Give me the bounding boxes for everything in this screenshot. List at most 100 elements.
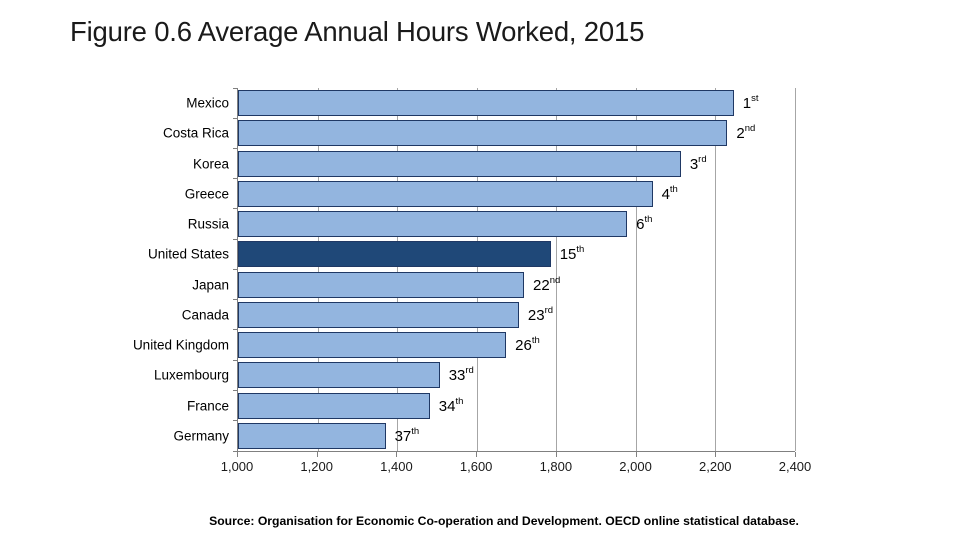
x-tick-label: 2,200: [699, 459, 732, 474]
rank-ordinal-suffix: nd: [744, 123, 756, 135]
chart-row: Greece 4th: [185, 179, 795, 209]
chart-row: Mexico 1st: [186, 88, 795, 118]
chart-row: Russia 6th: [188, 209, 795, 239]
rank-label: 3rd: [689, 153, 707, 173]
rank-label: 2nd: [736, 123, 756, 143]
chart-row: Germany 37th: [173, 421, 795, 451]
chart-row: Luxembourg 33rd: [154, 360, 795, 390]
rank-ordinal-suffix: th: [669, 183, 678, 195]
x-tick-label: 1,000: [220, 459, 254, 474]
y-axis-tick: [233, 359, 238, 361]
x-axis-tick: [237, 452, 238, 457]
bar-japan: [238, 271, 525, 298]
bar-united-states: [238, 241, 551, 268]
gridline: [635, 88, 637, 451]
rank-label: 37th: [394, 425, 420, 445]
y-axis-tick: [233, 269, 238, 270]
category-label: Russia: [187, 216, 229, 232]
rank-ordinal-suffix: st: [751, 93, 759, 105]
chart-row: Japan 22nd: [192, 270, 795, 300]
rank-ordinal-suffix: nd: [549, 274, 561, 286]
chart-row: Costa Rica 2nd: [163, 118, 795, 148]
x-axis-tick: [795, 452, 796, 457]
rank-label: 23rd: [527, 304, 554, 324]
bar-canada: [238, 301, 519, 328]
category-label: Germany: [173, 428, 229, 444]
y-axis-tick: [233, 147, 238, 149]
bar-russia: [238, 211, 628, 238]
y-axis-tick: [233, 420, 238, 422]
source-note: Source: Organisation for Economic Co-ope…: [209, 514, 799, 528]
category-label: Greece: [184, 186, 229, 202]
gridline: [317, 88, 319, 451]
x-axis-tick: [476, 452, 478, 457]
gridline: [795, 88, 796, 451]
category-label: United Kingdom: [132, 337, 229, 353]
x-axis-tick: [555, 452, 557, 457]
rank-ordinal-suffix: th: [411, 425, 420, 437]
bar-costa-rica: [238, 120, 728, 147]
bar-united-kingdom: [238, 332, 507, 359]
category-label: Mexico: [186, 95, 229, 111]
rank-ordinal-suffix: th: [576, 244, 585, 256]
y-axis-tick: [233, 329, 238, 331]
x-axis-tick: [715, 452, 717, 457]
x-axis-tick: [635, 452, 637, 457]
gridline: [397, 88, 399, 451]
chart-row: Canada 23rd: [182, 300, 795, 330]
category-label: Japan: [192, 277, 229, 293]
rank-ordinal-suffix: th: [644, 214, 653, 226]
y-axis-tick: [233, 178, 238, 180]
rank-label: 4th: [661, 183, 678, 203]
rank-ordinal-suffix: th: [455, 395, 464, 407]
gridline: [715, 88, 717, 451]
rank-label: 1st: [742, 93, 759, 113]
x-tick-label: 2,400: [778, 459, 812, 474]
x-tick-label: 1,200: [300, 459, 333, 474]
rank-label: 6th: [636, 214, 653, 234]
y-axis-tick: [233, 450, 238, 452]
rank-label: 34th: [438, 395, 464, 415]
rank-label: 26th: [515, 335, 540, 355]
y-axis-tick: [233, 299, 238, 301]
x-axis-tick: [396, 452, 398, 457]
bar-mexico: [238, 90, 734, 117]
x-tick-label: 1,800: [539, 459, 573, 474]
y-axis-tick: [233, 208, 238, 210]
rank-ordinal-suffix: rd: [465, 365, 474, 377]
rank-ordinal-suffix: rd: [544, 304, 554, 316]
category-label: Luxembourg: [153, 367, 229, 383]
category-label: Canada: [181, 307, 229, 323]
bar-luxembourg: [238, 362, 440, 389]
gridline: [556, 88, 558, 451]
y-axis-tick: [233, 238, 238, 240]
x-tick-label: 1,600: [459, 459, 493, 474]
bar-greece: [238, 180, 653, 207]
category-label: France: [186, 398, 229, 414]
rank-label: 22nd: [533, 274, 561, 294]
x-tick-label: 1,400: [380, 459, 413, 474]
x-axis-tick: [316, 452, 318, 457]
chart-row: Korea 3rd: [193, 149, 795, 179]
x-tick-label: 2,000: [619, 459, 652, 474]
rank-ordinal-suffix: rd: [698, 153, 707, 165]
bar-germany: [238, 422, 386, 449]
bar-france: [238, 392, 430, 419]
chart-row: United States 15th: [148, 239, 795, 269]
figure-title: Figure 0.6 Average Annual Hours Worked, …: [70, 16, 645, 47]
plot-area: Mexico 1st Costa Rica 2nd Korea 3rd Greece 4th R…: [133, 87, 796, 452]
y-axis-tick: [233, 117, 238, 119]
category-label: United States: [147, 246, 229, 262]
chart-row: United Kingdom 26th: [133, 330, 795, 360]
bar-korea: [238, 150, 681, 177]
x-axis: 1,000 1,200 1,400 1,600 1,800 2,000 2,200 2,400: [221, 452, 811, 482]
chart-row: France 34th: [187, 391, 795, 421]
rank-label: 15th: [559, 244, 585, 264]
category-label: Costa Rica: [162, 125, 229, 141]
rank-ordinal-suffix: th: [531, 335, 540, 347]
bar-chart: Mexico 1st Costa Rica 2nd Korea 3rd Greece 4th R…: [133, 87, 811, 474]
rank-label: 33rd: [448, 365, 474, 385]
y-axis-tick: [233, 87, 238, 89]
category-label: Korea: [192, 156, 229, 172]
